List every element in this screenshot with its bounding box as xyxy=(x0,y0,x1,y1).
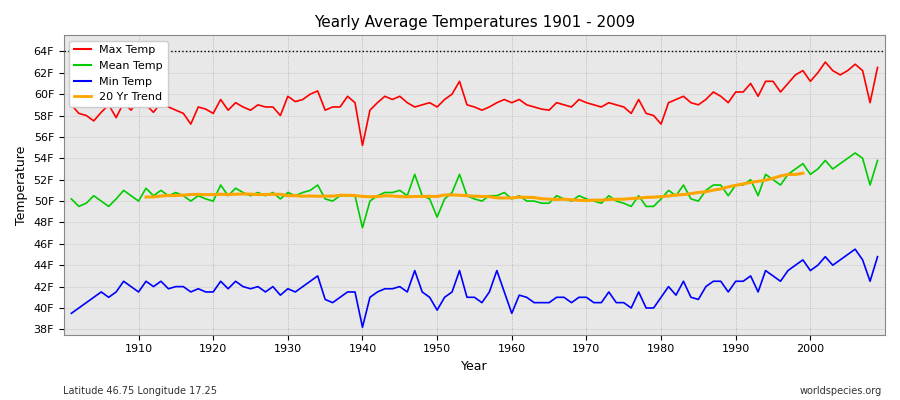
Title: Yearly Average Temperatures 1901 - 2009: Yearly Average Temperatures 1901 - 2009 xyxy=(314,15,635,30)
Text: worldspecies.org: worldspecies.org xyxy=(800,386,882,396)
Legend: Max Temp, Mean Temp, Min Temp, 20 Yr Trend: Max Temp, Mean Temp, Min Temp, 20 Yr Tre… xyxy=(69,41,167,107)
X-axis label: Year: Year xyxy=(461,360,488,373)
Text: Latitude 46.75 Longitude 17.25: Latitude 46.75 Longitude 17.25 xyxy=(63,386,217,396)
Y-axis label: Temperature: Temperature xyxy=(15,145,28,225)
